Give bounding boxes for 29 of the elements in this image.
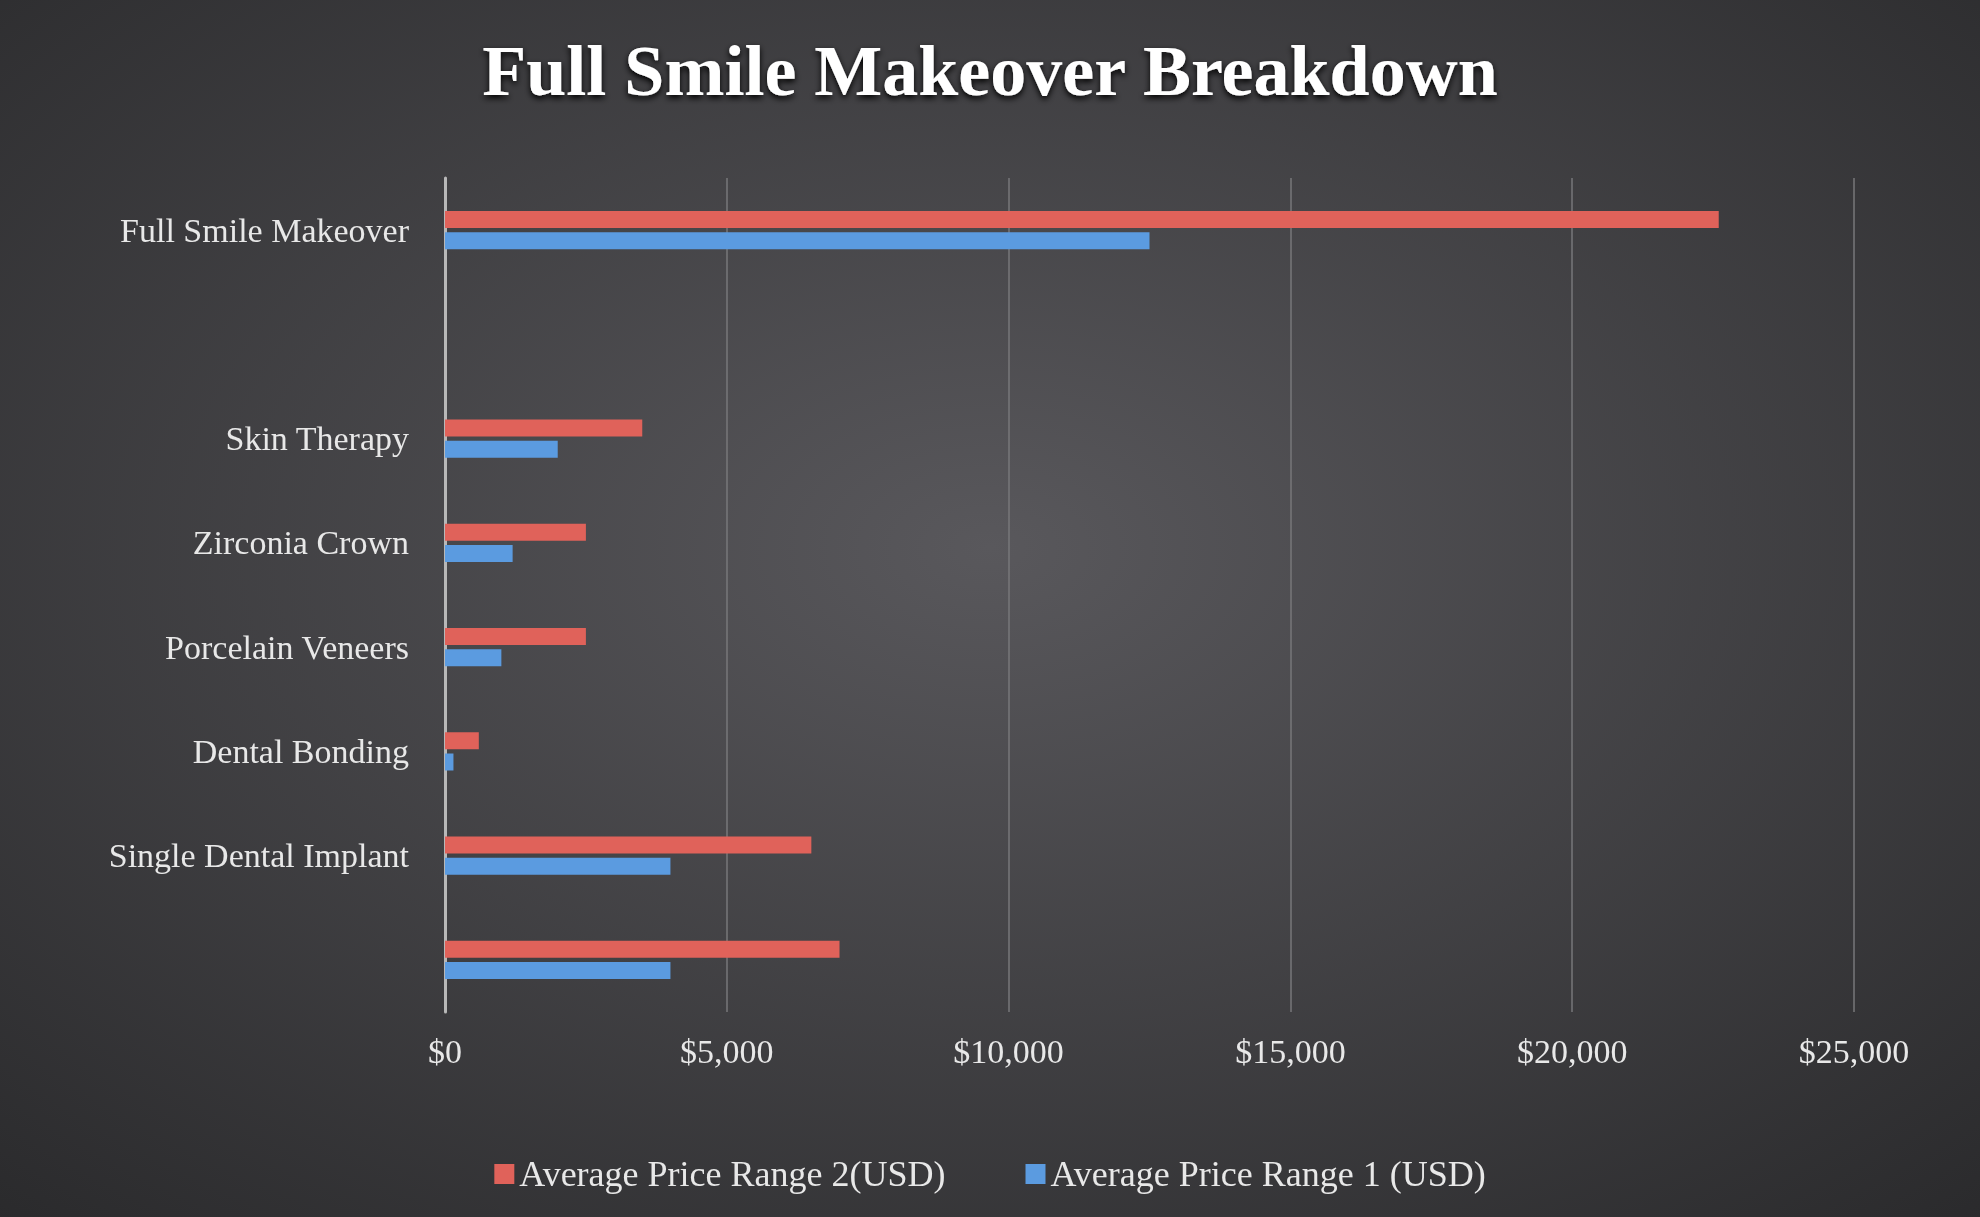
bar	[445, 753, 454, 771]
x-tick-label: $10,000	[953, 1032, 1064, 1070]
bar	[445, 545, 513, 562]
bar	[445, 211, 1719, 228]
x-tick-label: $0	[428, 1032, 462, 1070]
x-tick-label: $5,000	[680, 1032, 774, 1070]
x-tick-label: $20,000	[1516, 1032, 1628, 1070]
y-tick-label: Zirconia Crown	[192, 524, 409, 562]
bar	[445, 232, 1150, 250]
chart-title: Full Smile Makeover Breakdown	[482, 31, 1498, 111]
bar	[445, 649, 502, 667]
bar	[445, 732, 479, 750]
y-tick-label: Skin Therapy	[225, 420, 409, 458]
bar	[445, 628, 586, 645]
bar	[445, 836, 812, 854]
y-tick-label: Single Dental Implant	[108, 837, 410, 875]
bar	[445, 523, 586, 541]
bar	[445, 940, 840, 958]
x-tick-label: $15,000	[1235, 1032, 1346, 1070]
bar	[445, 440, 558, 458]
bar	[445, 962, 671, 979]
y-tick-label: Porcelain Veneers	[165, 628, 409, 666]
legend-label: Average Price Range 1 (USD)	[1050, 1154, 1486, 1194]
bar	[445, 857, 671, 875]
x-tick-label: $25,000	[1798, 1032, 1910, 1070]
y-tick-label: Full Smile Makeover	[120, 211, 410, 249]
y-tick-label: Dental Bonding	[192, 732, 409, 770]
bar	[445, 419, 643, 437]
legend-label: Average Price Range 2(USD)	[519, 1154, 946, 1194]
